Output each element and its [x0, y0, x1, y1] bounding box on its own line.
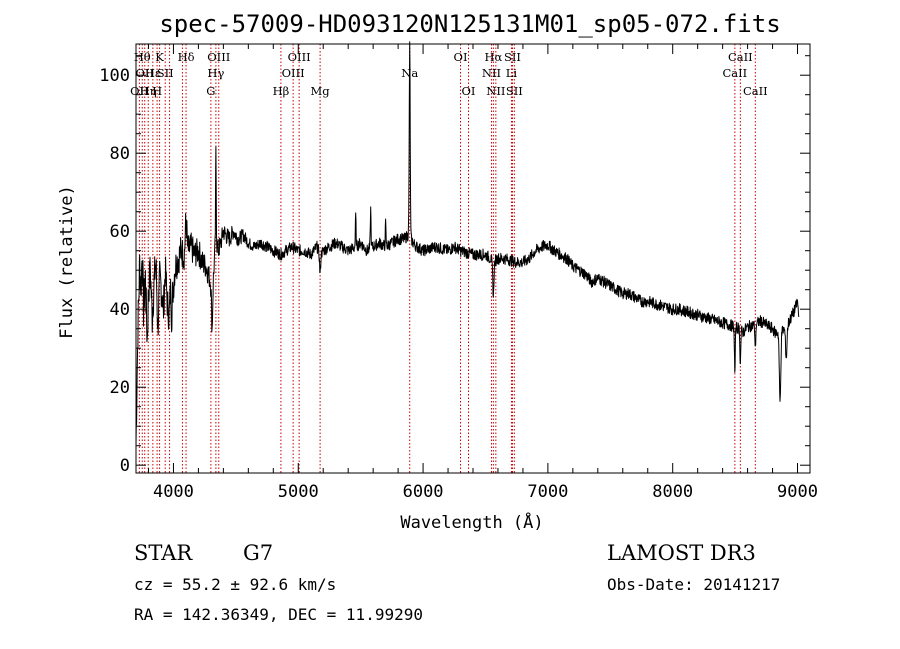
reference-line-label: OIII [288, 50, 311, 64]
x-tick-label: 8000 [652, 482, 693, 502]
reference-line-label: NII [486, 84, 505, 98]
reference-line-label: CaII [728, 50, 753, 64]
reference-line-label: OII [130, 84, 149, 98]
reference-line-label: CaII [743, 84, 768, 98]
y-tick-label: 20 [110, 378, 130, 398]
reference-line-label: CaII [722, 66, 747, 80]
reference-line-label: Mg [311, 84, 331, 98]
x-tick-label: 7000 [527, 482, 568, 502]
x-tick-label: 5000 [278, 482, 319, 502]
chart-title: spec-57009-HD093120N125131M01_sp05-072.f… [159, 10, 780, 38]
x-axis-ticks: 4000 5000 6000 7000 8000 9000 [147, 44, 818, 502]
x-tick-label: 4000 [153, 482, 194, 502]
object-subclass: G7 [243, 541, 273, 565]
reference-line-label: SII [504, 50, 521, 64]
reference-line-label: Hβ [273, 84, 290, 98]
x-axis-label: Wavelength (Å) [400, 511, 543, 533]
y-tick-label: 40 [110, 300, 130, 320]
y-tick-label: 100 [99, 66, 130, 86]
reference-line-label: OII [135, 66, 154, 80]
reference-line-label: Hθ [134, 50, 151, 64]
x-tick-label: 6000 [403, 482, 444, 502]
y-tick-label: 80 [110, 144, 130, 164]
reference-lines-group [138, 44, 756, 473]
reference-line-label: Hγ [207, 66, 224, 80]
reference-line-label: NII [482, 66, 501, 80]
reference-labels-group: OIIHθOIIHηHεHKSIIHδGHγOIIIHβOIIIOIIIMgNa… [130, 50, 768, 98]
reference-line-label: OI [462, 84, 476, 98]
y-axis-ticks: 0 20 40 60 80 100 [99, 55, 810, 476]
reference-line-label: Hα [484, 50, 502, 64]
reference-line-label: G [206, 84, 215, 98]
reference-line-label: Hη [140, 84, 157, 98]
spectrum-series-group [135, 41, 800, 447]
observation-date: Obs-Date: 20141217 [607, 575, 780, 594]
survey-name: LAMOST DR3 [607, 541, 756, 565]
y-tick-label: 0 [120, 456, 130, 476]
reference-line-label: OI [454, 50, 468, 64]
reference-line-label: Li [506, 66, 518, 80]
reference-line-label: K [155, 50, 164, 64]
reference-line-label: Hδ [178, 50, 195, 64]
sky-coordinates: RA = 142.36349, DEC = 11.99290 [134, 605, 423, 624]
reference-line-label: SII [157, 66, 174, 80]
reference-line-label: OIII [207, 50, 230, 64]
reference-line-label: OIII [282, 66, 305, 80]
x-tick-label: 9000 [777, 482, 818, 502]
y-axis-label: Flux (relative) [57, 185, 77, 339]
spectrum-line [135, 41, 800, 447]
reference-line-label: SII [506, 84, 523, 98]
y-tick-label: 60 [110, 222, 130, 242]
reference-line-label: H [152, 84, 162, 98]
object-class: STAR [134, 541, 193, 565]
reference-line-label: Hε [145, 66, 161, 80]
redshift-velocity: cz = 55.2 ± 92.6 km/s [134, 575, 336, 594]
